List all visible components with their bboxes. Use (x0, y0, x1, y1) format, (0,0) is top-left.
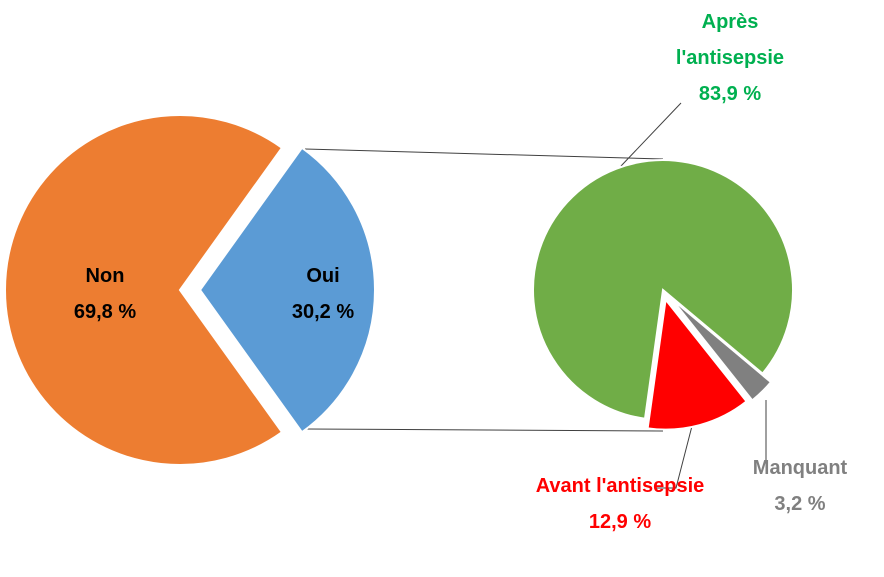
slice-label: Avant l'antisepsie 12,9 % (535, 468, 705, 540)
leader-line (656, 425, 693, 489)
value-label: 83,9 % (698, 83, 762, 105)
pie-slice (532, 159, 794, 420)
pie-slice (646, 297, 748, 431)
value-label: 3,2 % (774, 493, 826, 515)
value-label: 30,2 % (291, 301, 355, 323)
value-label: 12,9 % (588, 511, 652, 533)
pie-slice (198, 146, 376, 434)
connectors (304, 102, 767, 489)
category-label: Avant l'antisepsie (535, 475, 705, 497)
slice-label: Oui 30,2 % (238, 258, 408, 330)
pie-slice (670, 297, 773, 402)
category-label: Non (85, 265, 125, 287)
connector-line (304, 148, 664, 160)
connector-line (304, 428, 664, 432)
category-label: Manquant (752, 457, 848, 479)
slice-label: Non 69,8 % (20, 258, 190, 330)
slice-label: Manquant 3,2 % (715, 450, 884, 522)
slice-label: Après l'antisepsie 83,9 % (645, 4, 815, 112)
pie-slice (3, 114, 284, 466)
category-label: Après l'antisepsie (675, 11, 785, 69)
category-label: Oui (306, 265, 340, 287)
leader-line (620, 102, 682, 167)
value-label: 69,8 % (73, 301, 137, 323)
